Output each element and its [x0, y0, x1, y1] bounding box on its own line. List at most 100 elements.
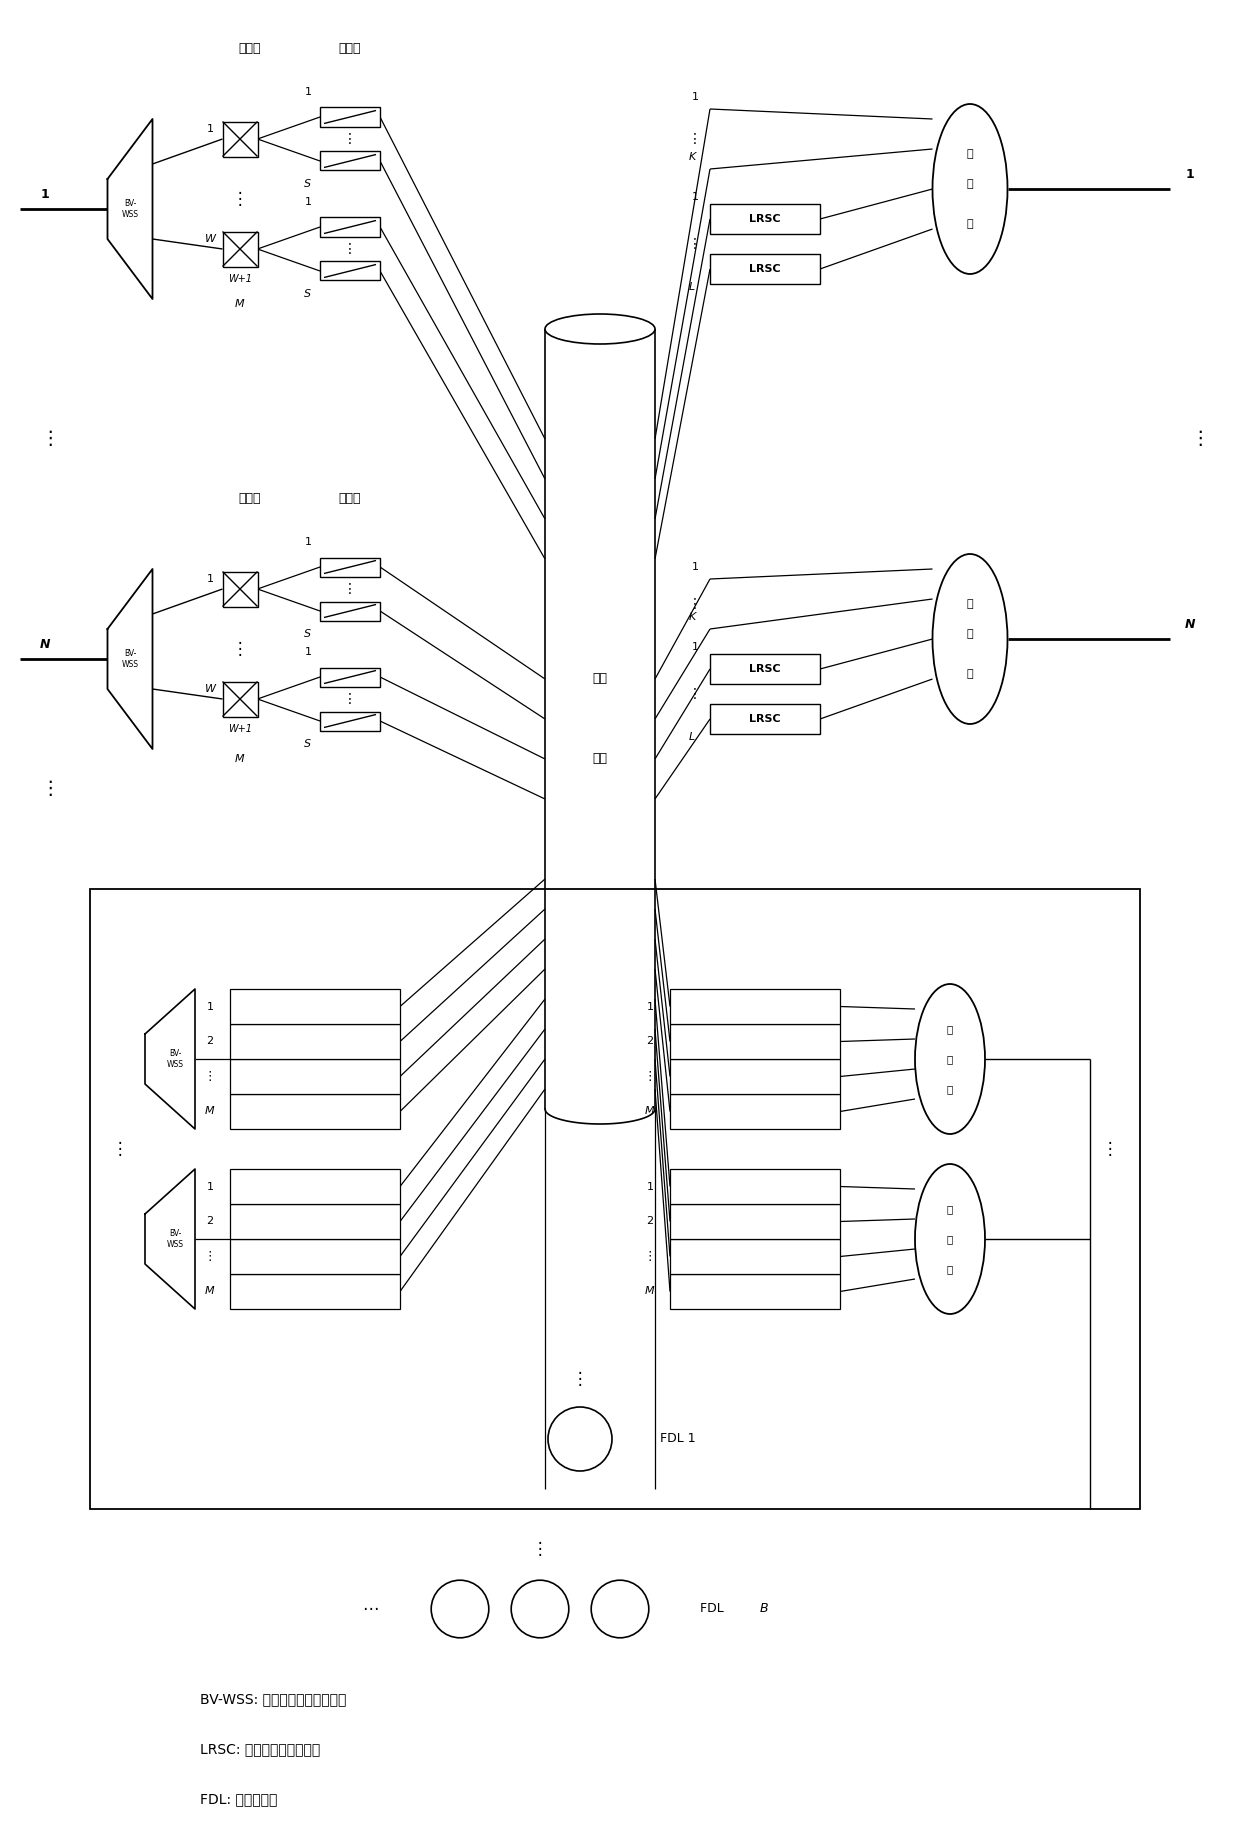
Text: L: L [689, 281, 696, 292]
Bar [229, 1170, 401, 1205]
Text: LRSC: LRSC [749, 265, 781, 274]
Text: 1: 1 [1185, 167, 1194, 180]
Text: M: M [205, 1287, 215, 1296]
Text: M: M [236, 300, 244, 309]
Text: 1: 1 [41, 188, 50, 200]
Text: BV-
WSS: BV- WSS [122, 199, 139, 219]
Text: 1: 1 [305, 86, 311, 97]
Text: 光开关: 光开关 [339, 493, 361, 506]
Text: 1: 1 [692, 563, 698, 572]
Bar [229, 1094, 401, 1129]
Bar [229, 989, 401, 1024]
Text: 2: 2 [206, 1037, 213, 1046]
Bar [711, 655, 820, 684]
Text: 1: 1 [207, 574, 213, 585]
Text: 器: 器 [947, 1083, 954, 1094]
Text: 1: 1 [207, 1181, 213, 1192]
Text: W+1: W+1 [228, 274, 252, 283]
Text: 1: 1 [305, 197, 311, 208]
Text: ⋮: ⋮ [688, 688, 702, 701]
Text: 2: 2 [646, 1037, 653, 1046]
Text: ⋮: ⋮ [688, 598, 702, 611]
Text: S: S [305, 739, 311, 748]
Bar [711, 704, 820, 734]
Text: 2: 2 [646, 1217, 653, 1227]
Text: BV-
WSS: BV- WSS [166, 1228, 184, 1249]
Text: 1: 1 [646, 1002, 653, 1011]
Text: W: W [205, 684, 216, 693]
Text: N: N [40, 638, 51, 651]
Text: 分光器: 分光器 [239, 493, 262, 506]
Text: 2: 2 [206, 1217, 213, 1227]
Ellipse shape [932, 105, 1007, 274]
Text: ⋮: ⋮ [688, 237, 702, 250]
Text: 分光器: 分光器 [239, 42, 262, 55]
Bar [229, 1024, 401, 1059]
Text: M: M [645, 1287, 655, 1296]
Bar [670, 989, 839, 1024]
Bar [222, 572, 258, 607]
Bar [670, 1239, 839, 1274]
Text: 1: 1 [207, 123, 213, 134]
Text: 谱: 谱 [947, 1024, 954, 1034]
Text: S: S [305, 629, 311, 638]
Text: ⋮: ⋮ [644, 1251, 656, 1263]
Text: ⋮: ⋮ [232, 640, 248, 658]
Bar [670, 1274, 839, 1309]
Text: ⋮: ⋮ [40, 780, 60, 798]
Text: 分: 分 [967, 629, 973, 638]
Text: LRSC: LRSC [749, 213, 781, 224]
Text: K: K [688, 153, 696, 162]
Bar [229, 1239, 401, 1274]
Text: 光开关: 光开关 [339, 42, 361, 55]
Text: LRSC: LRSC [749, 714, 781, 725]
Text: N: N [1184, 618, 1195, 631]
Text: ⋮: ⋮ [1101, 1140, 1118, 1159]
Bar [229, 1059, 401, 1094]
Text: ⋮: ⋮ [343, 691, 357, 706]
Text: BV-
WSS: BV- WSS [166, 1050, 184, 1068]
Bar [222, 682, 258, 717]
Ellipse shape [915, 984, 985, 1135]
Bar [670, 1205, 839, 1239]
Text: M: M [205, 1107, 215, 1116]
Text: 1: 1 [305, 647, 311, 657]
Text: ⋮: ⋮ [532, 1539, 548, 1558]
Text: BV-
WSS: BV- WSS [122, 649, 139, 669]
Ellipse shape [546, 314, 655, 344]
Bar [711, 204, 820, 234]
Text: W+1: W+1 [228, 723, 252, 734]
Text: M: M [645, 1107, 655, 1116]
Bar [670, 1024, 839, 1059]
Text: FDL: FDL [701, 1602, 728, 1615]
Text: FDL 1: FDL 1 [660, 1433, 696, 1445]
Text: 1: 1 [692, 191, 698, 202]
Text: S: S [305, 289, 311, 300]
Text: FDL: 光纤延迟线: FDL: 光纤延迟线 [200, 1791, 278, 1806]
Text: ⋮: ⋮ [40, 430, 60, 449]
Bar [320, 217, 379, 237]
Text: 1: 1 [646, 1181, 653, 1192]
Text: 谱: 谱 [967, 149, 973, 158]
Text: ⋮: ⋮ [343, 132, 357, 145]
Text: K: K [688, 612, 696, 622]
Text: ⋮: ⋮ [112, 1140, 128, 1159]
Text: 器: 器 [967, 219, 973, 230]
Text: L: L [689, 732, 696, 741]
Text: M: M [236, 754, 244, 763]
Text: 1: 1 [305, 537, 311, 546]
Bar [320, 261, 379, 281]
Text: LRSC: 有限范围频谱转换器: LRSC: 有限范围频谱转换器 [200, 1742, 320, 1756]
Text: 分: 分 [947, 1054, 954, 1065]
Ellipse shape [932, 554, 1007, 725]
Text: 1: 1 [692, 92, 698, 101]
Text: 矩阵: 矩阵 [593, 752, 608, 765]
Bar [91, 888, 1140, 1510]
Text: ⋯: ⋯ [362, 1600, 378, 1618]
Text: ⋮: ⋮ [644, 1070, 656, 1083]
Bar [670, 1059, 839, 1094]
Bar [320, 601, 379, 620]
Text: 谱: 谱 [947, 1205, 954, 1214]
Text: S: S [305, 178, 311, 189]
Text: ⋮: ⋮ [1190, 430, 1210, 449]
